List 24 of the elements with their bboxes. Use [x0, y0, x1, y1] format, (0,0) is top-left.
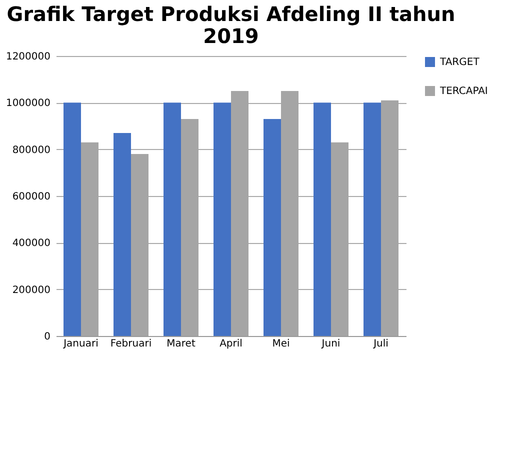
x-tick-label: Juli: [372, 338, 388, 350]
y-tick-label: 200000: [12, 284, 50, 296]
bar: [314, 102, 331, 336]
bar: [114, 133, 131, 336]
x-tick-label: Januari: [62, 338, 98, 350]
x-tick-label: Mei: [272, 338, 290, 350]
x-tick-label: Juni: [320, 338, 340, 350]
bar: [164, 102, 181, 336]
y-tick-label: 1000000: [6, 98, 50, 110]
bar: [64, 102, 81, 336]
legend-label: TARGET: [439, 57, 480, 68]
x-tick-label: Maret: [166, 338, 196, 350]
y-tick-label: 600000: [12, 192, 50, 202]
bar: [364, 102, 381, 336]
x-tick-label: Februari: [110, 338, 152, 350]
legend-label: TERCAPAI: [439, 86, 488, 97]
x-tick-label: April: [220, 338, 242, 350]
y-tick-label: 1200000: [6, 52, 50, 62]
y-tick-label: 400000: [12, 238, 50, 250]
chart-title: Grafik Target Produksi Afdeling II tahun 2019: [6, 2, 456, 48]
y-tick-label: 0: [44, 332, 50, 342]
bar: [214, 102, 231, 336]
y-tick-label: 800000: [12, 144, 50, 156]
bar: [264, 119, 281, 336]
